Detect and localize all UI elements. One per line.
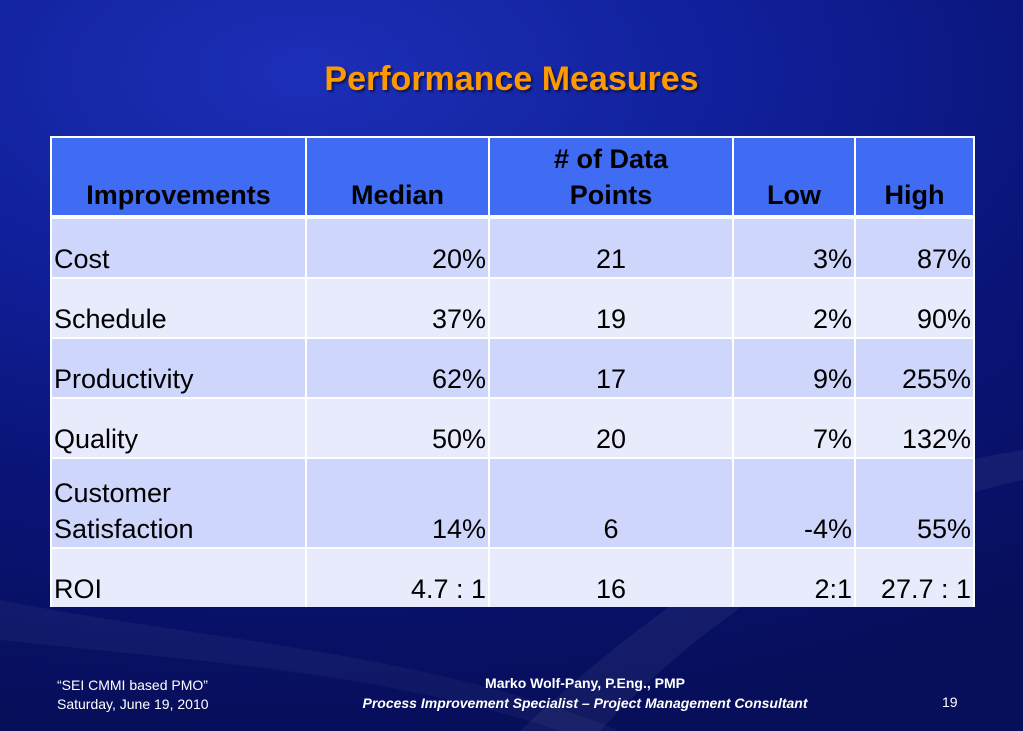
presentation-name: “SEI CMMI based PMO”	[57, 677, 208, 693]
cell-low: 2%	[732, 277, 856, 338]
footer-left: “SEI CMMI based PMO” Saturday, June 19, …	[57, 676, 209, 714]
table-row: Productivity 62% 17 9% 255%	[50, 337, 975, 398]
cell-data-points: 6	[488, 457, 734, 548]
cell-improvement: Quality	[50, 397, 307, 458]
cell-high: 27.7 : 1	[854, 547, 975, 607]
cell-data-points: 19	[488, 277, 734, 338]
page-number: 19	[942, 694, 958, 710]
header-data-points: # of Data Points	[488, 136, 734, 219]
header-low: Low	[732, 136, 856, 219]
presentation-date: Saturday, June 19, 2010	[57, 696, 209, 712]
header-high: High	[854, 136, 975, 219]
cell-data-points: 21	[488, 216, 734, 278]
author-title: Process Improvement Specialist – Project…	[362, 695, 808, 711]
table-row: Customer Satisfaction 14% 6 -4% 55%	[50, 457, 975, 548]
cell-data-points: 16	[488, 547, 734, 607]
cell-median: 14%	[305, 457, 490, 548]
cell-median: 62%	[305, 337, 490, 398]
table-row: Schedule 37% 19 2% 90%	[50, 277, 975, 338]
cell-low: 9%	[732, 337, 856, 398]
cell-low: 3%	[732, 216, 856, 278]
cell-high: 255%	[854, 337, 975, 398]
cell-high: 55%	[854, 457, 975, 548]
cell-high: 132%	[854, 397, 975, 458]
cell-low: 7%	[732, 397, 856, 458]
cell-low: -4%	[732, 457, 856, 548]
cell-improvement: ROI	[50, 547, 307, 607]
cell-median: 20%	[305, 216, 490, 278]
footer-center: Marko Wolf-Pany, P.Eng., PMP Process Imp…	[280, 673, 890, 713]
slide-title: Performance Measures	[324, 60, 699, 98]
table-row: ROI 4.7 : 1 16 2:1 27.7 : 1	[50, 547, 975, 607]
table-row: Cost 20% 21 3% 87%	[50, 216, 975, 278]
cell-improvement: Cost	[50, 216, 307, 278]
cell-improvement: Customer Satisfaction	[50, 457, 307, 548]
cell-improvement: Schedule	[50, 277, 307, 338]
cell-median: 50%	[305, 397, 490, 458]
header-improvements: Improvements	[50, 136, 307, 219]
cell-data-points: 20	[488, 397, 734, 458]
author-name: Marko Wolf-Pany, P.Eng., PMP	[485, 675, 685, 691]
cell-improvement: Productivity	[50, 337, 307, 398]
cell-high: 90%	[854, 277, 975, 338]
table-header-row: Improvements Median # of Data Points Low…	[50, 136, 975, 219]
table-row: Quality 50% 20 7% 132%	[50, 397, 975, 458]
header-median: Median	[305, 136, 490, 219]
cell-low: 2:1	[732, 547, 856, 607]
cell-median: 4.7 : 1	[305, 547, 490, 607]
cell-median: 37%	[305, 277, 490, 338]
performance-table: Improvements Median # of Data Points Low…	[50, 136, 975, 607]
cell-data-points: 17	[488, 337, 734, 398]
cell-high: 87%	[854, 216, 975, 278]
